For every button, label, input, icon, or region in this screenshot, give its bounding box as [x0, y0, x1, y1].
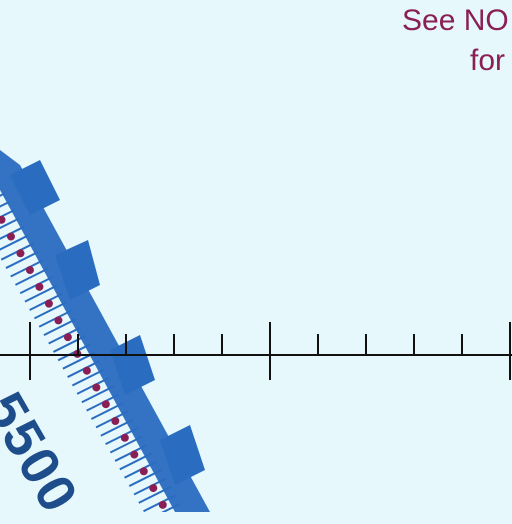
comb-dot	[139, 467, 148, 476]
comb-tick	[128, 469, 162, 487]
comb-tick	[33, 301, 67, 320]
comb-tick	[0, 217, 20, 230]
notice-line-2: for	[470, 44, 506, 77]
comb-tick	[14, 267, 48, 286]
comb-dot	[0, 215, 6, 224]
comb-dot	[16, 249, 25, 258]
comb-tick	[90, 402, 124, 420]
comb-dot	[82, 366, 91, 375]
comb-dot	[101, 400, 110, 409]
comb-tick	[43, 318, 77, 337]
comb-dot	[44, 299, 53, 308]
comb-tick	[0, 234, 29, 251]
comb-dot	[54, 316, 63, 325]
comb-dot	[120, 433, 129, 442]
comb-tick	[119, 452, 153, 471]
chart-map	[0, 150, 512, 512]
comb-tick	[0, 209, 15, 219]
notice-line-1: See NO	[402, 4, 509, 37]
airspace-boundary	[0, 150, 210, 512]
comb-dot	[130, 450, 139, 459]
comb-dot	[6, 232, 15, 241]
comb-tick	[5, 251, 39, 269]
comb-dot	[149, 484, 158, 493]
comb-dot	[35, 282, 44, 291]
comb-dot	[92, 383, 101, 392]
comb-dot	[111, 417, 120, 425]
comb-tick	[81, 385, 115, 404]
comb-tick	[24, 284, 58, 303]
comb-dot	[25, 266, 34, 275]
comb-tick	[100, 418, 134, 437]
airspace-dots	[0, 215, 167, 509]
comb-dot	[158, 500, 167, 509]
comb-tick	[52, 335, 86, 353]
comb-tick	[71, 368, 105, 387]
comb-tick	[138, 485, 172, 504]
comb-tick	[109, 435, 143, 454]
comb-tick	[0, 200, 10, 208]
comb-dot	[63, 333, 72, 342]
scale-line	[0, 322, 512, 380]
